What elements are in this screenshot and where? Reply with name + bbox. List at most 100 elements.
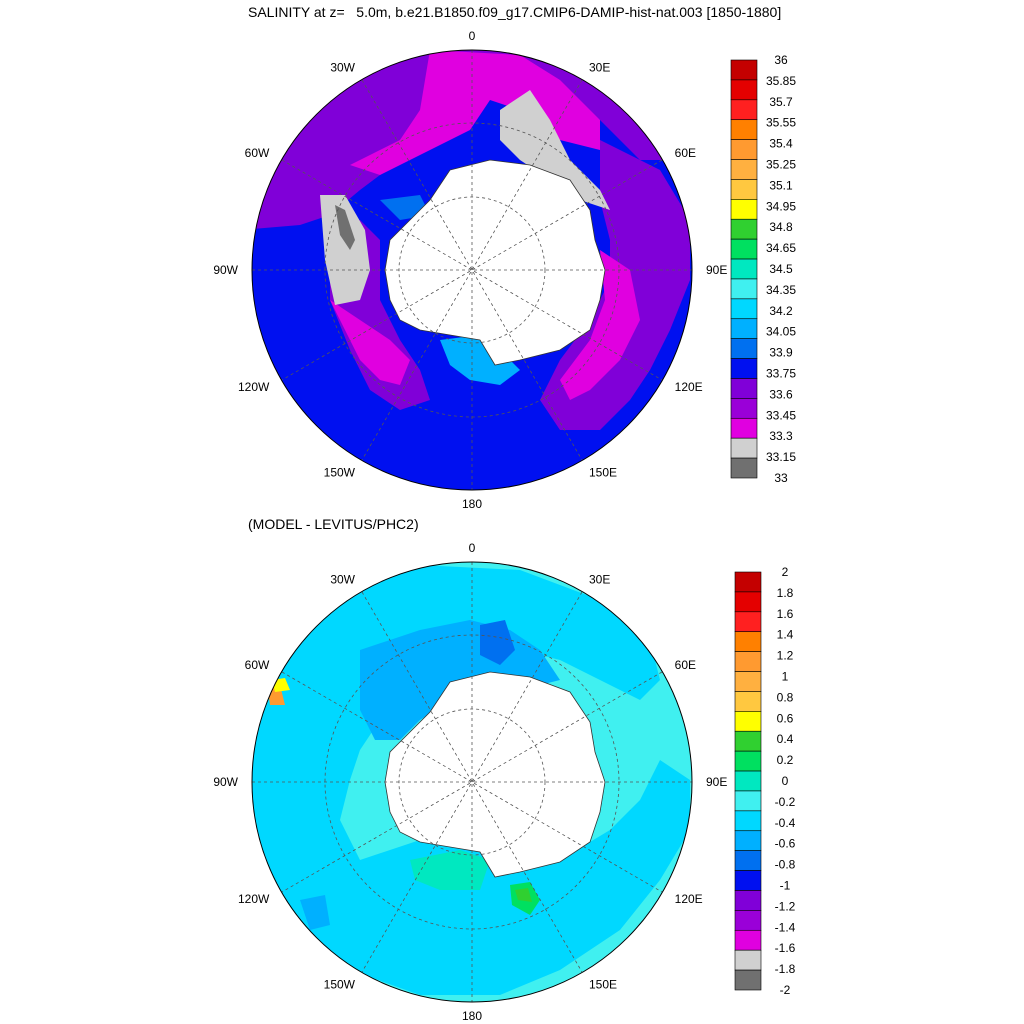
colorbar-swatch xyxy=(734,850,762,871)
longitude-label: 0 xyxy=(469,29,476,43)
colorbar-swatch xyxy=(730,417,758,439)
longitude-label: 60W xyxy=(245,146,270,160)
longitude-label: 120W xyxy=(238,892,270,906)
longitude-label: 90W xyxy=(213,263,238,277)
antarctica-landmass xyxy=(384,159,606,366)
colorbar-label: 34.35 xyxy=(766,283,796,297)
salinity-magenta-pacific xyxy=(330,300,410,385)
longitude-label: 180 xyxy=(462,1009,482,1023)
colorbar-swatch xyxy=(730,99,758,121)
colorbar-label: 34.5 xyxy=(769,262,793,276)
colorbar-label: 35.85 xyxy=(766,74,796,88)
colorbar-swatch xyxy=(734,750,762,772)
colorbar-label: 33.3 xyxy=(769,429,793,443)
bottom-colorbar: 2 1.8 1.6 1.4 1.2 1 0.8 0.6 0.4 0.2 0 -0.2 -0.4 -0.6 -… xyxy=(734,565,796,997)
bottom-polar-map xyxy=(251,561,693,1003)
longitude-label: 30W xyxy=(330,60,355,74)
top-map-title: SALINITY at z= 5.0m, b.e21.B1850.f09_g17… xyxy=(248,4,782,20)
colorbar-swatch xyxy=(730,457,758,479)
colorbar-label: -1.4 xyxy=(775,920,796,934)
colorbar-swatch xyxy=(734,651,762,672)
colorbar-swatch xyxy=(730,79,758,101)
colorbar-swatch xyxy=(734,810,762,832)
colorbar-label: 35.4 xyxy=(769,137,793,151)
salinity-darkgrey-region xyxy=(335,205,355,250)
colorbar-label: -1 xyxy=(780,879,791,893)
colorbar-label: -1.8 xyxy=(775,962,796,976)
colorbar-label: -2 xyxy=(780,983,791,997)
diff-region-blue-small xyxy=(300,895,330,930)
colorbar-swatch xyxy=(730,298,758,320)
colorbar-swatch xyxy=(730,119,758,140)
top-map-border xyxy=(251,49,693,491)
longitude-label: 90E xyxy=(706,775,727,789)
colorbar-swatch xyxy=(734,571,762,593)
colorbar-swatch xyxy=(734,790,762,812)
colorbar-swatch xyxy=(730,159,758,180)
top-longitude-labels: 0 30E 60E 90E 120E 150E 180 150W 120W 90W 60W 30W xyxy=(213,29,727,511)
graticule xyxy=(252,50,692,490)
colorbar-label: 1.6 xyxy=(777,607,794,621)
longitude-label: 150E xyxy=(589,466,617,480)
longitude-label: 120E xyxy=(675,380,703,394)
colorbar-label: 1.4 xyxy=(777,628,794,642)
colorbar-label: 34.2 xyxy=(769,304,793,318)
colorbar-label: 1.8 xyxy=(777,586,794,600)
colorbar-swatch xyxy=(734,830,762,851)
colorbar-label: 33.45 xyxy=(766,408,796,422)
colorbar-swatch xyxy=(734,910,762,931)
longitude-label: 120W xyxy=(238,380,270,394)
diff-region-darkblue xyxy=(480,620,515,665)
colorbar-label: 33.15 xyxy=(766,450,796,464)
longitude-label: 90E xyxy=(706,263,727,277)
colorbar-label: 1.2 xyxy=(777,649,794,663)
diff-region-positive-inner xyxy=(515,888,532,902)
longitude-label: 150E xyxy=(589,978,617,992)
colorbar-label: 35.25 xyxy=(766,158,796,172)
colorbar-label: 34.65 xyxy=(766,241,796,255)
colorbar-swatch xyxy=(734,671,762,692)
longitude-label: 60W xyxy=(245,658,270,672)
longitude-label: 120E xyxy=(675,892,703,906)
salinity-purple-region xyxy=(252,50,692,230)
colorbar-swatch xyxy=(734,611,762,633)
colorbar-swatch xyxy=(734,730,762,752)
colorbar-label: -0.8 xyxy=(775,858,796,872)
salinity-lightblue-ross xyxy=(440,335,520,385)
colorbar-swatch xyxy=(730,59,758,81)
colorbar-swatch xyxy=(734,870,762,891)
top-colorbar: 36 35.85 35.7 35.55 35.4 35.25 35.1 34.95 34.8 34… xyxy=(730,53,796,485)
colorbar-swatch xyxy=(734,631,762,652)
graticule-bottom xyxy=(252,562,692,1002)
top-polar-map xyxy=(251,49,693,491)
colorbar-label: 33.6 xyxy=(769,387,793,401)
diff-region-teal xyxy=(410,850,490,890)
colorbar-swatch xyxy=(730,318,758,339)
colorbar-label: 1 xyxy=(782,670,789,684)
colorbar-label: 0.4 xyxy=(777,732,794,746)
longitude-label: 60E xyxy=(675,658,696,672)
colorbar-label: -0.4 xyxy=(775,816,796,830)
colorbar-swatch xyxy=(734,691,762,712)
colorbar-swatch xyxy=(730,139,758,160)
salinity-grey-region xyxy=(500,90,610,210)
colorbar-swatch xyxy=(734,969,762,991)
salinity-grey-region-west xyxy=(320,195,370,305)
colorbar-swatch xyxy=(734,591,762,613)
colorbar-label: 35.55 xyxy=(766,116,796,130)
colorbar-label: 0.8 xyxy=(777,690,794,704)
colorbar-swatch xyxy=(730,238,758,260)
colorbar-label: 33.75 xyxy=(766,367,796,381)
salinity-magenta-indian xyxy=(560,250,640,400)
longitude-label: 0 xyxy=(469,541,476,555)
longitude-label: 150W xyxy=(324,466,356,480)
colorbar-label: 34.05 xyxy=(766,325,796,339)
colorbar-swatch xyxy=(730,338,758,359)
colorbar-label: -0.6 xyxy=(775,837,796,851)
colorbar-swatch xyxy=(730,437,758,459)
colorbar-label: 0 xyxy=(782,774,789,788)
bottom-map-border xyxy=(251,561,693,1003)
colorbar-swatch xyxy=(734,711,762,732)
colorbar-label: -0.2 xyxy=(775,795,796,809)
